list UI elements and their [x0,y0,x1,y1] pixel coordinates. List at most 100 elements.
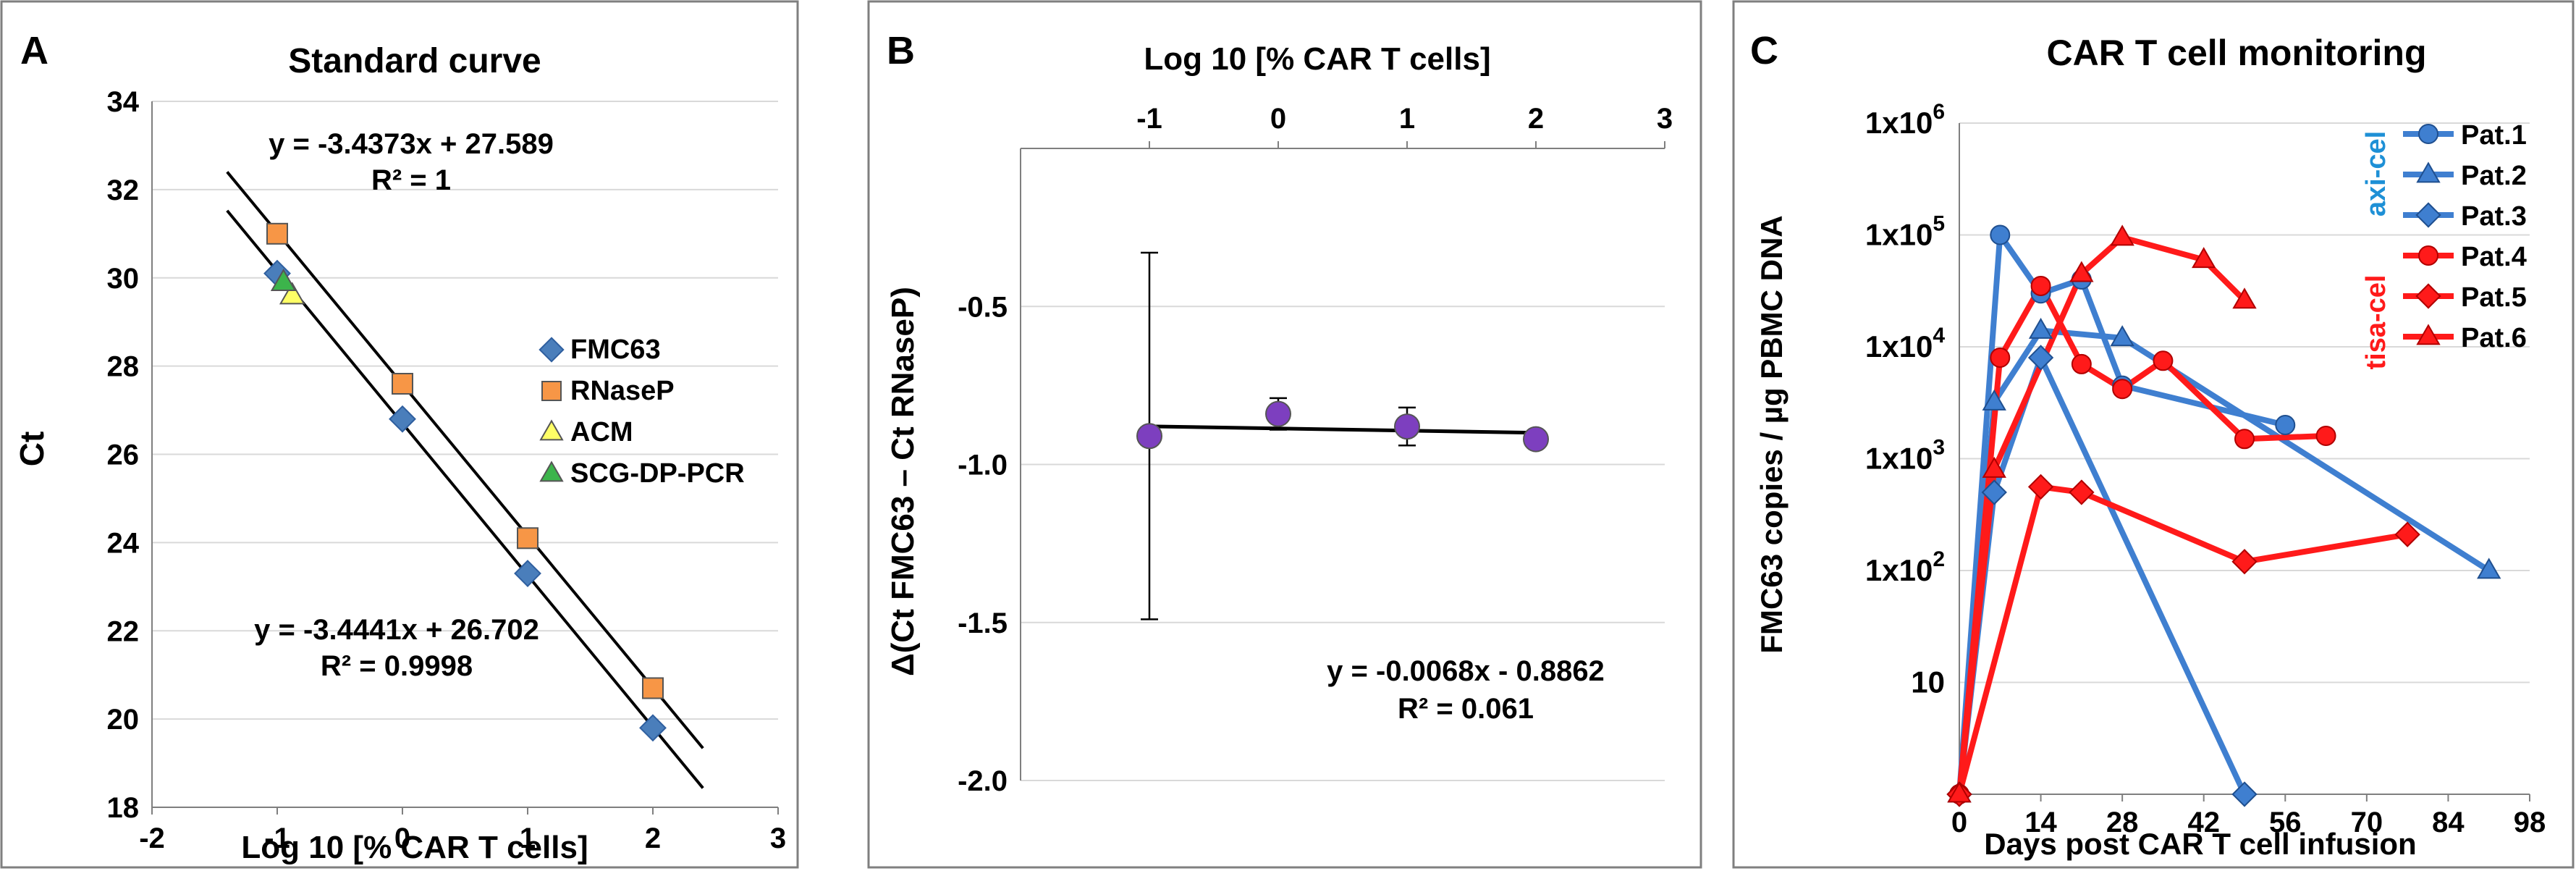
panel-a-x-tick-label: 2 [645,822,661,854]
panel-a-x-tick-label: -2 [139,822,165,854]
panel-a-legend-marker-scg-dp-pcr [539,460,564,482]
panel-c-y-tick-label: 10 [1911,665,1945,699]
panel-c-point-pat5 [2069,479,2095,505]
panel-b-y-ticks: -0.5 -1.0 -1.5 -2.0 [958,291,1008,797]
panel-c-x-ticks: 0 14 28 42 56 70 84 98 [1951,794,2546,838]
panel-b-top-axis-title: Log 10 [% CAR T cells] [1144,41,1490,77]
panel-a-point-fmc63 [389,405,416,433]
panel-c-x-tick-label: 56 [2269,807,2302,838]
panel-c-point-pat4 [2112,379,2133,400]
panel-c-y-tick-label: 1x105 [1865,212,1945,252]
panel-c-y-tick-exp: 2 [1933,547,1945,571]
panel-a-point-scg-dp-pcr [270,269,297,292]
panel-a-x-tick-label: 0 [394,822,410,854]
panel-c-legend-label-pat4: Pat.4 [2461,242,2527,272]
panel-c-y-tick-base: 1x10 [1865,442,1933,476]
panel-a-y-tick-label: 30 [107,263,140,295]
panel-a-legend-label-fmc63: FMC63 [570,334,661,365]
panel-a-y-tick-label: 24 [107,527,140,559]
panel-b-x-tick-label: 0 [1270,103,1286,135]
panel-b-x-tick-label: 3 [1657,103,1673,135]
panel-a-y-tick-label: 22 [107,615,140,647]
panel-c-legend-label-pat3: Pat.3 [2461,201,2527,232]
panel-a-point-rnasep [392,373,413,395]
panel-b-trendline [1149,424,1537,435]
panel-b-point [1265,400,1291,427]
panel-c-legend-marker-pat1 [2418,124,2438,144]
panel-c-y-tick-base: 1x10 [1865,329,1933,363]
panel-a-title: Standard curve [288,42,541,80]
panel-b-r2: R² = 0.061 [1398,693,1534,725]
panel-a-x-ticks: -2 -1 0 1 2 3 [139,807,786,854]
panel-c-point-pat5 [2394,521,2420,547]
panel-c-x-tick-label: 70 [2351,807,2383,838]
panel-a-xlabel: Log 10 [% CAR T cells] [241,830,588,865]
panel-c-point-pat2 [1982,389,2006,411]
panel-b-y-tick-label: -0.5 [958,291,1008,323]
panel-b-x-tick-label: -1 [1136,103,1162,135]
panel-c-point-pat6 [2069,261,2094,282]
panel-a-point-rnasep [517,527,539,550]
panel-a-point-fmc63 [639,714,667,742]
panel-c-point-pat4 [2030,275,2051,296]
panel-b-point [1523,426,1549,453]
panel-a-point-rnasep [266,222,288,245]
panel-a-legend-marker-fmc63 [539,337,565,363]
panel-b-letter: B [887,29,915,72]
panel-a: A Standard curve Ct Log 10 [% CAR T cell… [0,0,799,869]
panel-a-y-ticks: 18 20 22 24 26 28 30 32 34 [107,86,140,824]
panel-c-x-tick-label: 0 [1951,807,1967,838]
panel-a-legend-label-rnasep: RNaseP [570,376,675,406]
panel-c-x-tick-label: 14 [2024,807,2057,838]
panel-a-annotation-1: y = -3.4373x + 27.589 R² = 1 [269,128,554,196]
panel-c-legend-marker-pat5 [2415,283,2441,309]
panel-b-x-ticks: -1 0 1 2 3 [1136,103,1673,148]
panel-c-point-pat2 [2477,557,2501,579]
panel-a-y-tick-label: 26 [107,439,140,471]
panel-a-y-tick-label: 28 [107,351,140,383]
panel-c-line-pat4 [1956,282,2326,795]
panel-a-x-tick-label: 1 [520,822,536,854]
panel-c-xlabel: Days post CAR T cell infusion [1984,827,2416,861]
panel-c-y-tick-label: 1x102 [1865,547,1945,587]
panel-c-point-pat2 [2028,317,2053,339]
panel-b-ylabel: Δ(Ct FMC63 – Ct RNaseP) [885,287,921,676]
panel-a-frame [0,0,799,869]
panel-c-frame [1732,0,2575,869]
panel-c-y-tick-label: 1x104 [1865,324,1945,363]
panel-a-eq-1: y = -3.4373x + 27.589 [269,128,554,160]
panel-c-point-pat4 [2153,350,2174,371]
panel-c-x-tick-label: 28 [2106,807,2139,838]
panel-a-legend-marker-acm [539,419,564,441]
panel-b-y-tick-label: -1.0 [958,450,1008,481]
panel-a-grid [151,101,778,808]
panel-b-y-tick-label: -2.0 [958,765,1008,797]
panel-c-y-tick-base: 1x10 [1865,218,1933,252]
panel-a-r2-1: R² = 1 [371,164,451,196]
panel-c-legend-label-pat1: Pat.1 [2461,120,2527,151]
panel-b-x-tick-label: 2 [1528,103,1544,135]
panel-b-frame [867,0,1702,869]
panel-c-ylabel: FMC63 copies / µg PBMC DNA [1754,215,1789,653]
panel-b-x-tick-label: 1 [1399,103,1415,135]
panel-c-point-pat6 [1982,456,2006,478]
panel-c-legend-marker-pat2 [2416,161,2441,183]
panel-c-line-pat1 [1956,232,2286,795]
panel-c-point-pat1 [2275,414,2296,435]
panel-b: B Log 10 [% CAR T cells] Δ(Ct FMC63 – Ct… [867,0,1702,869]
panel-c-point-pat4 [1990,347,2011,368]
panel-b-points [1136,251,1549,620]
panel-c-point-pat4 [2234,429,2255,450]
panel-c-legend-marker-pat3 [2415,202,2441,228]
panel-c-legend-label-pat2: Pat.2 [2461,161,2527,191]
panel-c: C CAR T cell monitoring FMC63 copies / µ… [1732,0,2575,869]
panel-c-point-pat6 [1947,781,1972,803]
panel-c-legend-marker-pat4 [2418,245,2438,266]
panel-c-y-tick-exp: 5 [1933,212,1945,236]
panel-c-y-tick-exp: 6 [1933,100,1945,124]
panel-a-trendline [226,171,704,749]
panel-a-ylabel: Ct [13,432,51,467]
panel-a-legend: FMC63 RNaseP ACM SCG-DP-PCR [539,334,745,489]
